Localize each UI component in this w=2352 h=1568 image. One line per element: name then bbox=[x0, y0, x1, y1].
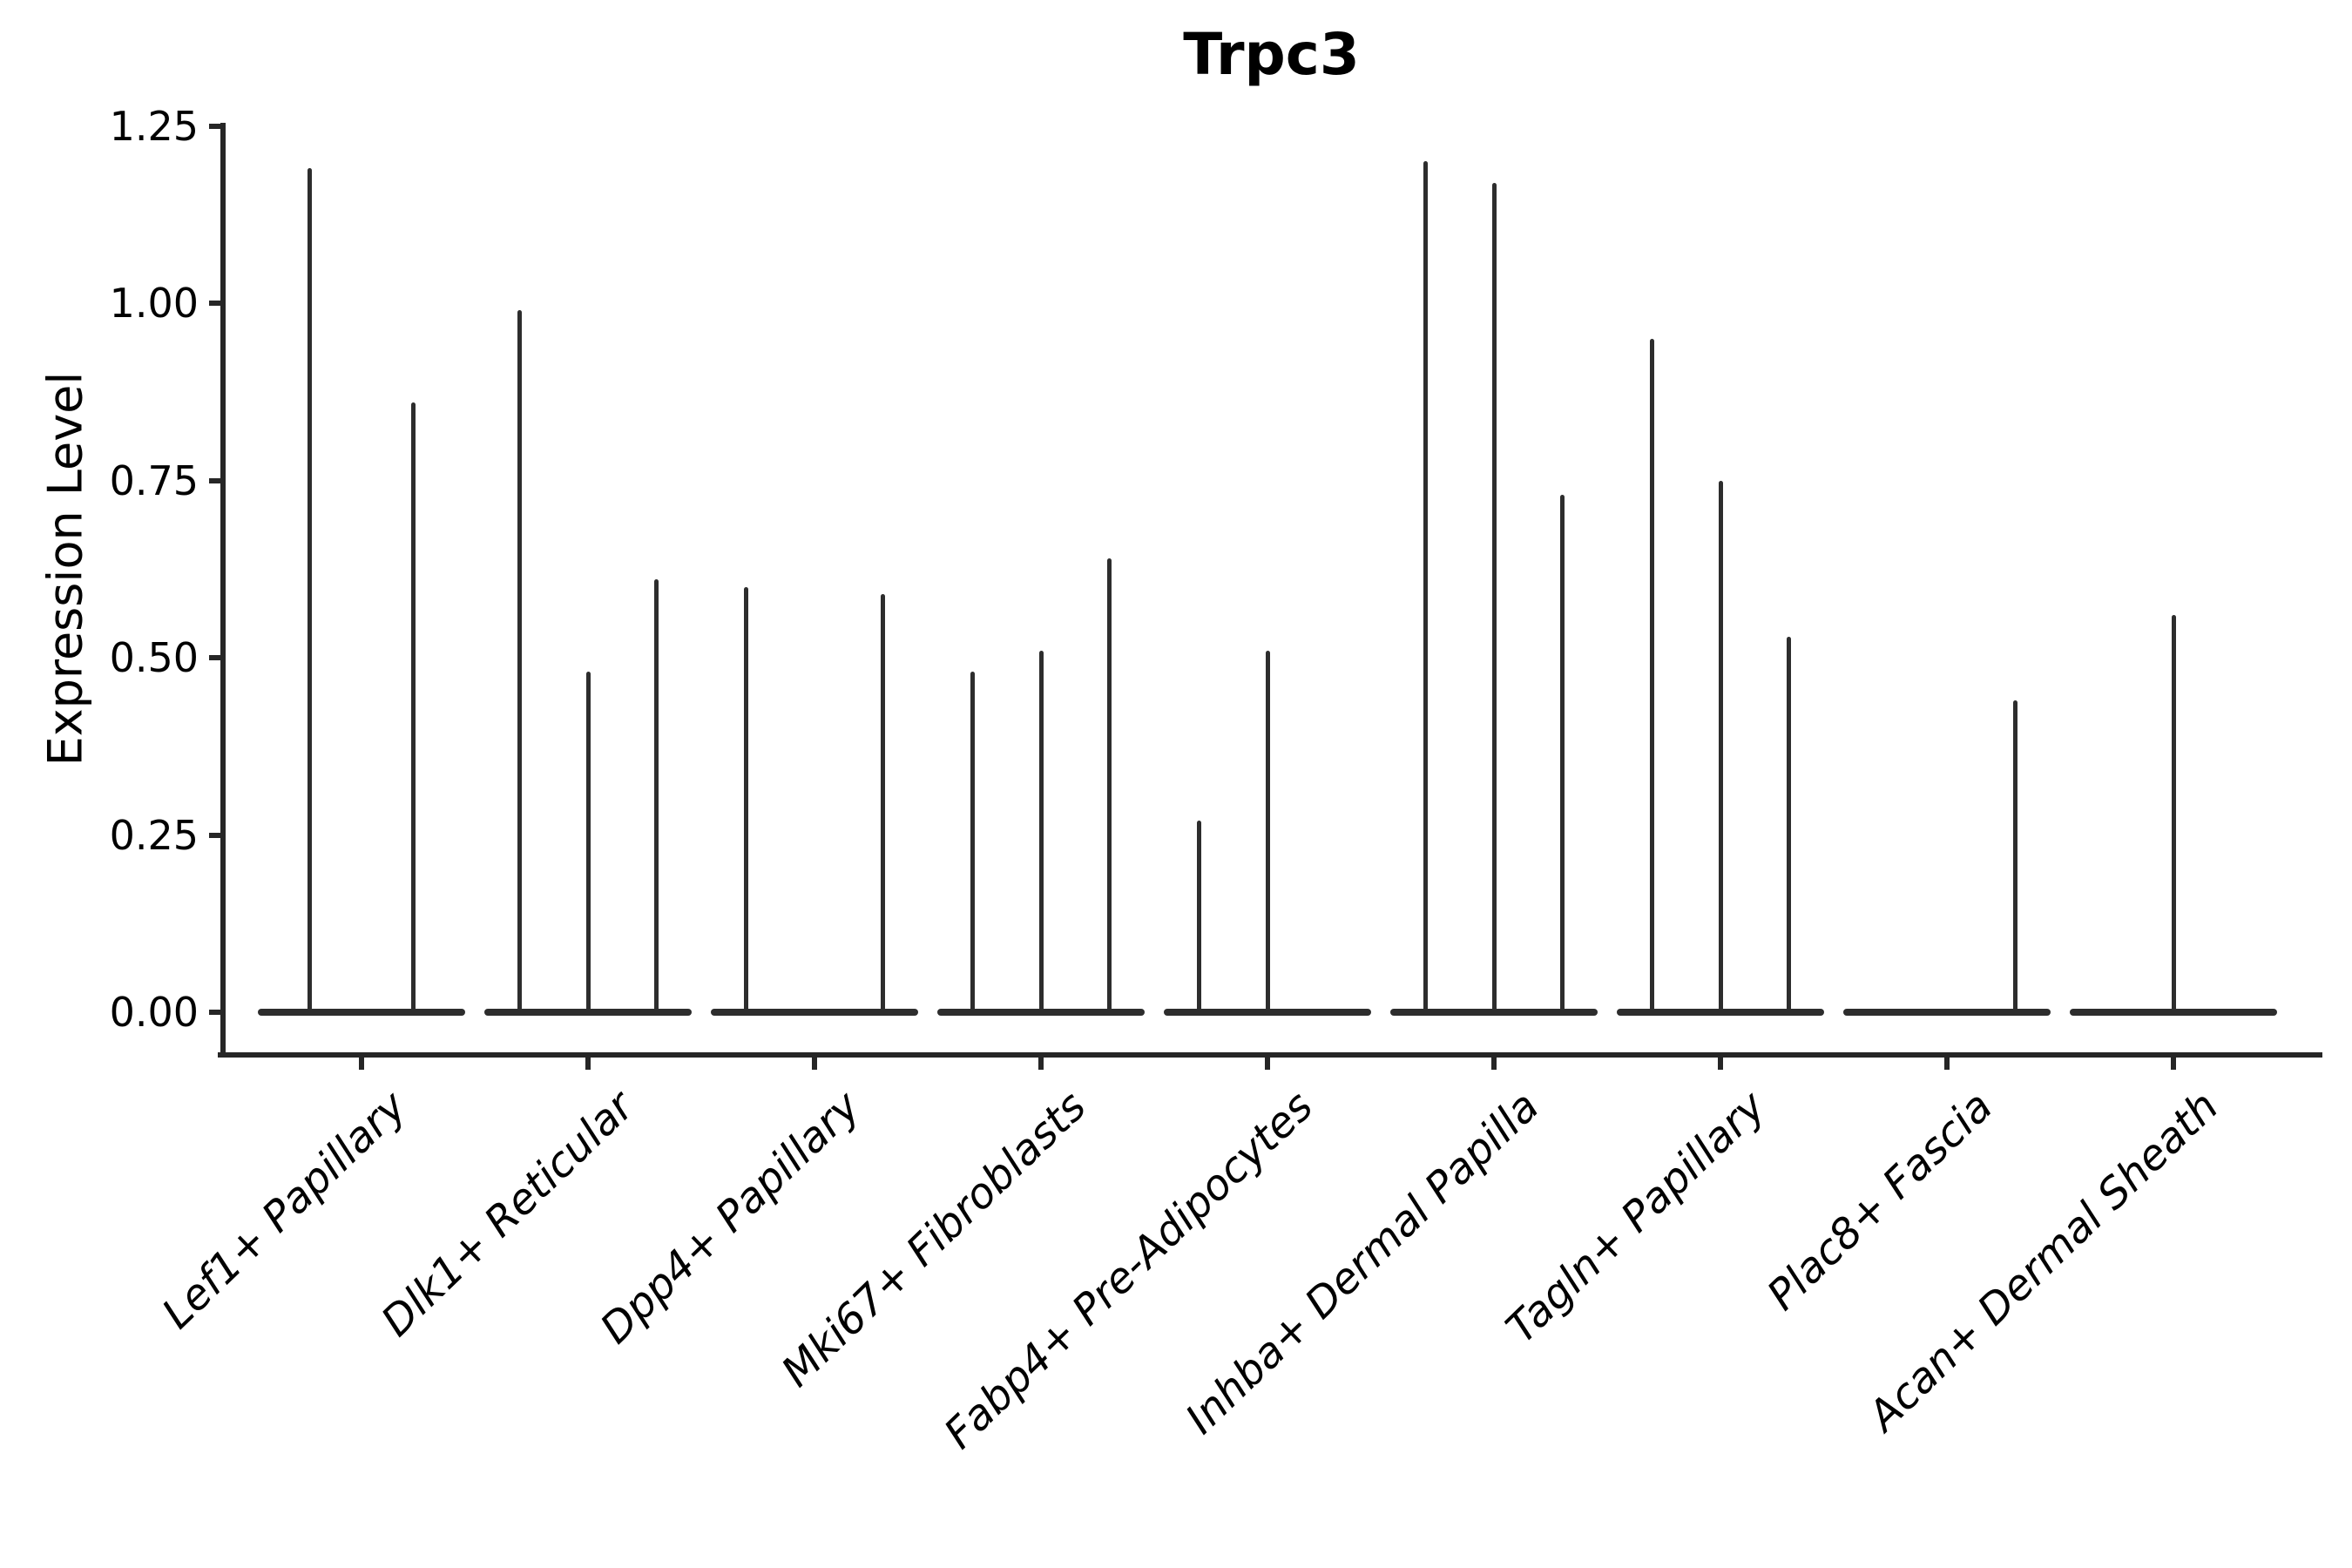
violin-spike bbox=[970, 672, 975, 1014]
violin-spike bbox=[1560, 494, 1565, 1014]
y-tick-label: 1.25 bbox=[109, 102, 199, 150]
y-tick-mark bbox=[209, 123, 220, 129]
y-tick-label: 0.25 bbox=[109, 811, 199, 859]
y-axis-spine bbox=[220, 123, 226, 1058]
violin-spike bbox=[1491, 182, 1497, 1014]
y-tick-mark bbox=[209, 301, 220, 306]
y-tick-mark bbox=[209, 655, 220, 660]
y-tick-label: 0.75 bbox=[109, 456, 199, 504]
y-tick-mark bbox=[209, 832, 220, 838]
violin-base bbox=[711, 1009, 918, 1016]
x-tick-mark bbox=[812, 1058, 817, 1070]
violin-spike bbox=[411, 402, 416, 1014]
violin-spike bbox=[1718, 480, 1723, 1014]
violin-spike bbox=[881, 593, 886, 1014]
violin-spike bbox=[2013, 700, 2018, 1014]
violin-spike bbox=[2171, 615, 2176, 1014]
x-tick-mark bbox=[1944, 1058, 1950, 1070]
violin-spike bbox=[585, 672, 591, 1014]
y-axis-label: Expression Level bbox=[37, 371, 93, 767]
x-tick-mark bbox=[359, 1058, 364, 1070]
violin-spike bbox=[1196, 821, 1201, 1014]
violin-spike bbox=[517, 310, 522, 1014]
violin-spike bbox=[1787, 636, 1792, 1014]
x-tick-mark bbox=[1038, 1058, 1044, 1070]
x-tick-label: Lef1+ Papillary bbox=[153, 1082, 416, 1339]
violin-spike bbox=[654, 579, 659, 1014]
violin-spike bbox=[1265, 650, 1270, 1014]
x-axis-spine bbox=[218, 1052, 2322, 1058]
x-tick-mark bbox=[585, 1058, 591, 1070]
violin-spike bbox=[1649, 338, 1654, 1014]
y-tick-label: 0.50 bbox=[109, 634, 199, 681]
violin-spike bbox=[1423, 161, 1428, 1014]
violin-spike bbox=[1107, 558, 1112, 1014]
violin-base bbox=[258, 1009, 465, 1016]
y-tick-mark bbox=[209, 477, 220, 483]
violin-spike bbox=[1038, 650, 1044, 1014]
x-tick-mark bbox=[1265, 1058, 1270, 1070]
violin-base bbox=[1843, 1009, 2051, 1016]
violin-spike bbox=[308, 168, 312, 1014]
y-tick-mark bbox=[209, 1010, 220, 1015]
y-tick-label: 1.00 bbox=[109, 280, 199, 327]
x-tick-mark bbox=[1491, 1058, 1497, 1070]
chart-title: Trpc3 bbox=[1183, 21, 1360, 88]
x-tick-mark bbox=[2171, 1058, 2176, 1070]
x-tick-mark bbox=[1718, 1058, 1723, 1070]
violin-spike bbox=[743, 586, 748, 1014]
x-tick-label: Fabp4+ Pre-Adipocytes bbox=[935, 1082, 1322, 1459]
y-tick-label: 0.00 bbox=[109, 989, 199, 1036]
x-tick-label: Plac8+ Fascia bbox=[1757, 1082, 2002, 1321]
